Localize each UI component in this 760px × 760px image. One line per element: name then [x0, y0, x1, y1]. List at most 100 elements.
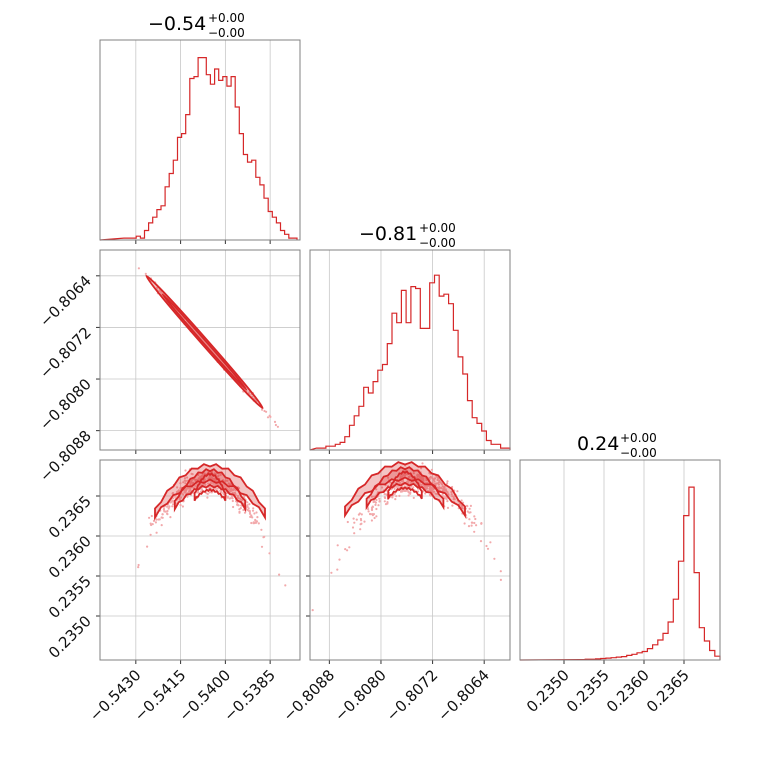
- scatter-point: [255, 521, 258, 524]
- scatter-point: [254, 518, 257, 522]
- scatter-point: [208, 491, 211, 494]
- scatter-point: [189, 487, 192, 491]
- scatter-point: [451, 504, 454, 507]
- scatter-point: [486, 547, 490, 550]
- scatter-point: [200, 474, 203, 478]
- scatter-point: [434, 492, 437, 495]
- histogram-panel-param-0: [99, 39, 301, 244]
- scatter-point: [383, 493, 386, 496]
- scatter-point: [412, 486, 415, 489]
- scatter-point: [360, 519, 363, 522]
- title-param-0: −0.54 +0.00 −0.00: [148, 11, 245, 40]
- histogram-line-param-2: [519, 486, 721, 661]
- title-param-0-plus: +0.00: [208, 11, 245, 25]
- scatter-point: [421, 478, 424, 481]
- scatter-point: [401, 479, 404, 482]
- scatter-point: [206, 496, 209, 499]
- scatter-point: [429, 494, 432, 497]
- title-param-0-value: −0.54: [148, 13, 206, 35]
- scatter-point: [284, 584, 287, 587]
- scatter-point: [154, 521, 157, 524]
- scatter-point: [438, 481, 441, 484]
- scatter-point: [231, 499, 234, 503]
- scatter-point: [499, 578, 502, 582]
- scatter-point: [370, 508, 374, 512]
- scatter-point: [149, 533, 152, 536]
- x-tick-label-param-2: 0.2365: [643, 666, 693, 716]
- scatter-panel-param-2-vs-1: [306, 459, 511, 664]
- scatter-point: [239, 498, 243, 501]
- axis-tick-labels: −0.5430−0.5415−0.5400−0.5385 −0.8088−0.80…: [36, 272, 693, 725]
- scatter-point: [468, 518, 471, 521]
- contour-core: [193, 472, 227, 502]
- scatter-point: [186, 487, 189, 490]
- scatter-param-2-vs-0-frame: [99, 459, 301, 661]
- scatter-point: [231, 497, 234, 500]
- scatter-point: [144, 272, 147, 275]
- scatter-point: [260, 528, 263, 531]
- scatter-point: [375, 488, 378, 491]
- scatter-point: [440, 487, 443, 490]
- scatter-point: [485, 544, 488, 548]
- scatter-point: [223, 485, 226, 488]
- scatter-point: [169, 501, 172, 504]
- scatter-point: [393, 492, 396, 495]
- scatter-point: [171, 499, 174, 502]
- scatter-point: [173, 495, 176, 498]
- scatter-point: [330, 571, 333, 574]
- scatter-point: [383, 500, 386, 503]
- scatter-point: [404, 489, 407, 493]
- y-tick-label-param-2: 0.2365: [45, 492, 95, 542]
- scatter-point: [175, 490, 179, 494]
- x-tick-label-param-1: −0.8064: [434, 666, 493, 725]
- scatter-point: [370, 495, 373, 498]
- scatter-point: [461, 507, 464, 510]
- scatter-point: [167, 507, 170, 510]
- scatter-point: [406, 485, 409, 488]
- scatter-point: [450, 490, 453, 494]
- scatter-point: [465, 504, 469, 507]
- scatter-point: [257, 522, 260, 525]
- scatter-point: [236, 494, 239, 497]
- scatter-point: [470, 524, 473, 527]
- scatter-point: [194, 484, 197, 487]
- scatter-point: [248, 503, 251, 506]
- scatter-point: [227, 482, 230, 485]
- y-tick-label-param-1: −0.8072: [36, 324, 95, 383]
- scatter-point: [383, 496, 386, 499]
- scatter-point: [387, 476, 390, 479]
- scatter-point: [395, 495, 398, 498]
- scatter-point: [348, 546, 351, 549]
- scatter-point: [182, 481, 185, 484]
- scatter-point: [274, 423, 277, 427]
- scatter-point: [441, 485, 444, 488]
- contour-outer: [344, 461, 466, 519]
- scatter-point: [424, 486, 427, 489]
- scatter-point: [447, 493, 450, 496]
- scatter-point: [458, 503, 461, 506]
- scatter-point: [278, 573, 281, 576]
- y-tick-label-param-1: −0.8088: [36, 427, 95, 486]
- scatter-point: [351, 526, 355, 529]
- scatter-point: [471, 521, 474, 524]
- scatter-point: [199, 490, 202, 493]
- histogram-panel-param-1: [309, 249, 511, 454]
- scatter-point: [424, 492, 427, 495]
- scatter-point: [408, 475, 411, 479]
- scatter-point: [255, 511, 258, 514]
- scatter-point: [499, 570, 502, 573]
- scatter-point: [360, 513, 363, 516]
- scatter-point: [168, 505, 171, 508]
- y-tick-label-param-2: 0.2350: [45, 612, 95, 662]
- scatter-point: [431, 477, 434, 480]
- title-param-2: 0.24 +0.00 −0.00: [577, 431, 657, 460]
- scatter-point: [402, 489, 406, 492]
- scatter-point: [399, 475, 402, 478]
- contour-outer: [145, 274, 264, 409]
- x-tick-label-param-1: −0.8080: [331, 666, 390, 725]
- scatter-point: [443, 488, 446, 491]
- scatter-point: [450, 493, 453, 496]
- scatter-point: [250, 521, 253, 525]
- x-tick-label-param-2: 0.2350: [523, 666, 573, 716]
- scatter-point: [435, 482, 438, 485]
